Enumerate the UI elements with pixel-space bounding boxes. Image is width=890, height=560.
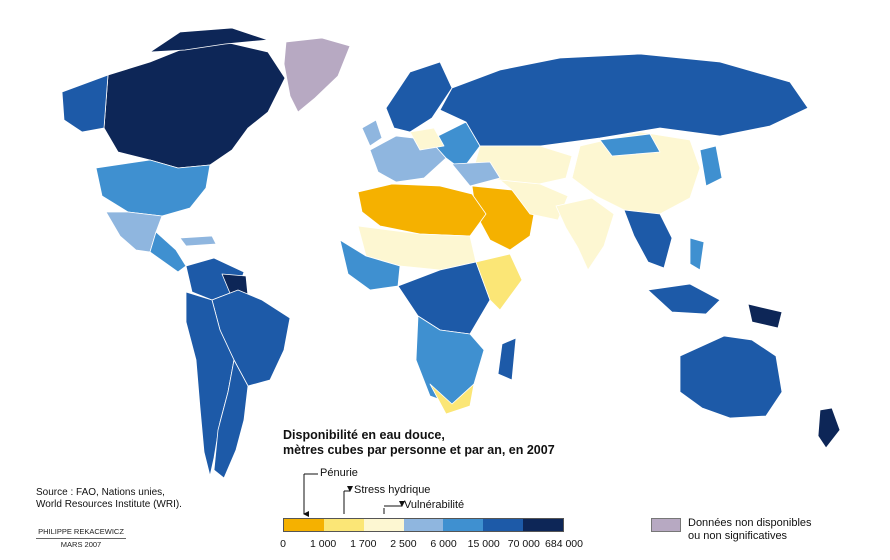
- region-argentina: [213, 359, 249, 479]
- region-germany-poland: [409, 127, 445, 151]
- region-korea-japan: [699, 145, 723, 187]
- region-central-africa: [397, 261, 491, 335]
- color-scale: [283, 518, 564, 532]
- scale-swatch-2: [363, 519, 404, 531]
- scale-swatch-3: [403, 519, 444, 531]
- region-iran-pakistan: [499, 179, 569, 221]
- scale-tick-label: 0: [280, 538, 286, 550]
- region-east-africa: [475, 253, 523, 311]
- region-north-africa: [357, 183, 487, 237]
- no-data-legend: Données non disponibles ou non significa…: [651, 517, 812, 543]
- region-china: [571, 131, 701, 215]
- author-date: MARS 2007: [60, 540, 102, 549]
- legend-title-line2: mètres cubes par personne et par an, en …: [283, 443, 555, 457]
- scale-swatch-1: [323, 519, 364, 531]
- source-line2: World Resources Institute (WRI).: [36, 499, 182, 510]
- scale-tick-label: 684 000: [545, 538, 583, 550]
- scale-tick-label: 15 000: [467, 538, 500, 550]
- region-andes: [185, 291, 235, 477]
- author-credit: PHILIPPE REKACEWICZ MARS 2007: [36, 527, 126, 550]
- region-arctic-islands: [149, 27, 269, 53]
- scale-tick-label: 1 000: [310, 538, 337, 550]
- scale-swatch-5: [483, 519, 524, 531]
- region-greenland: [283, 37, 351, 113]
- region-turkey-caucasus: [451, 161, 501, 187]
- region-india: [555, 197, 615, 271]
- scale-tick-label: 6 000: [430, 538, 457, 550]
- author-name: PHILIPPE REKACEWICZ: [38, 527, 124, 536]
- no-data-line2: ou non significatives: [688, 530, 788, 542]
- no-data-swatch: [651, 518, 681, 532]
- region-canada: [103, 41, 286, 169]
- threshold-label-penurie: Pénurie: [320, 467, 358, 479]
- region-southeast-asia: [623, 209, 673, 269]
- no-data-text: Données non disponibles ou non significa…: [688, 517, 812, 543]
- region-new-zealand: [817, 407, 841, 449]
- region-philippines: [689, 237, 705, 271]
- region-mongolia: [599, 133, 661, 157]
- scale-tick-label: 70 000: [507, 538, 540, 550]
- region-south-africa: [429, 383, 475, 415]
- region-russia: [439, 53, 809, 147]
- region-australia: [679, 335, 783, 419]
- region-madagascar: [497, 337, 517, 381]
- scale-swatch-4: [443, 519, 484, 531]
- region-scandinavia: [385, 61, 453, 133]
- legend-title: Disponibilité en eau douce, mètres cubes…: [283, 428, 583, 458]
- scale-swatch-6: [523, 519, 564, 531]
- region-papua: [747, 303, 783, 329]
- region-alaska: [61, 74, 109, 133]
- scale-tick-label: 1 700: [350, 538, 377, 550]
- region-eastern-europe: [429, 121, 481, 171]
- source-note: Source : FAO, Nations unies, World Resou…: [36, 487, 182, 511]
- region-usa: [95, 159, 211, 217]
- source-line1: Source : FAO, Nations unies,: [36, 487, 165, 498]
- scale-tick-label: 2 500: [390, 538, 417, 550]
- no-data-line1: Données non disponibles: [688, 517, 812, 529]
- threshold-label-stress: Stress hydrique: [354, 484, 431, 496]
- scale-swatch-0: [284, 519, 324, 531]
- region-uk: [361, 119, 383, 147]
- threshold-label-vulnerabilite: Vulnérabilité: [404, 499, 465, 511]
- legend-title-line1: Disponibilité en eau douce,: [283, 428, 445, 442]
- region-indonesia: [647, 283, 721, 315]
- region-caribbean: [179, 235, 217, 247]
